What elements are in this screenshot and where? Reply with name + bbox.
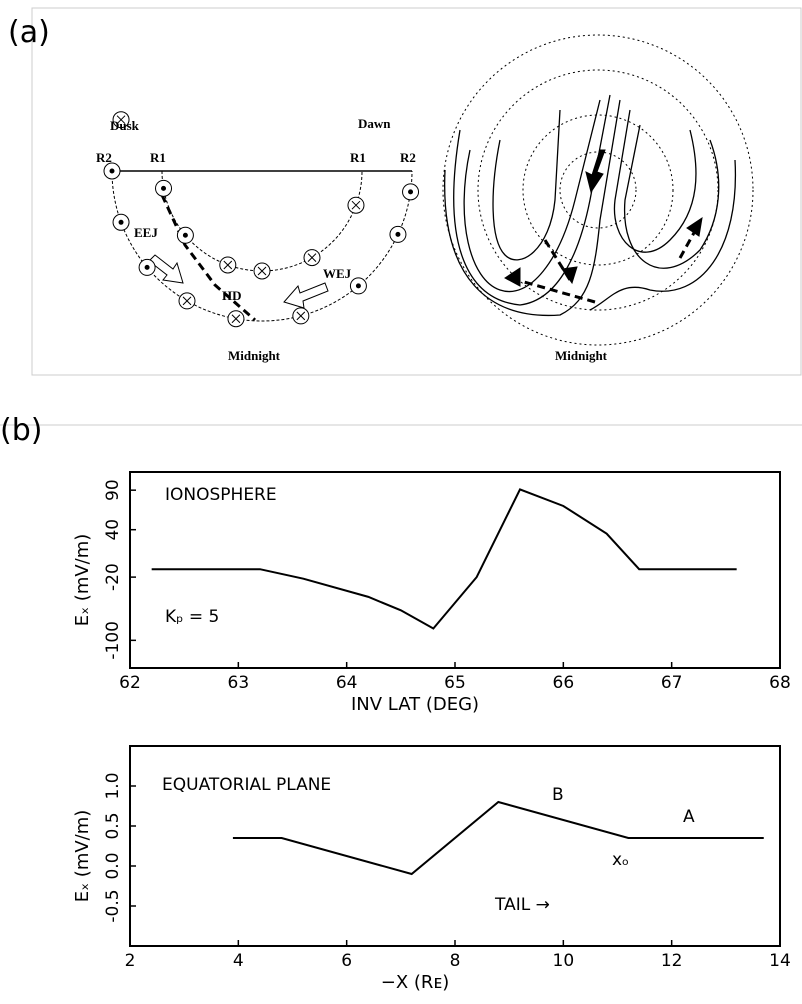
annotation: IONOSPHERE — [165, 485, 277, 505]
diagram-label: R2 — [400, 150, 416, 165]
x-tick-label: 62 — [119, 673, 141, 693]
y-tick-label: -20 — [103, 563, 123, 591]
data-line — [151, 488, 737, 630]
current-cross — [307, 253, 317, 262]
diagram-label: Dawn — [358, 116, 391, 131]
current-cross — [351, 200, 361, 210]
y-tick-label: 1.0 — [103, 772, 123, 799]
diagram-label: Midnight — [555, 348, 608, 363]
current-cross — [182, 296, 192, 306]
panel-label: (a) — [8, 15, 50, 50]
x-tick-label: 12 — [661, 951, 683, 971]
x-tick-label: 66 — [553, 673, 575, 693]
current-dot — [408, 189, 414, 195]
y-tick-label: 90 — [103, 479, 123, 501]
annotation: EQUATORIAL PLANE — [162, 775, 331, 795]
hd-path — [160, 194, 256, 322]
latitude-circle — [522, 114, 674, 266]
current-dot — [355, 283, 361, 289]
current-dot — [109, 168, 115, 174]
panel-label: (b) — [0, 413, 42, 448]
latitude-circle — [559, 151, 637, 229]
current-cross — [116, 115, 126, 125]
current-cross — [296, 311, 306, 321]
y-tick-label: -100 — [103, 621, 123, 660]
diagram-label: Dusk — [110, 118, 140, 133]
x-tick-label: 65 — [444, 673, 466, 693]
flow-arrow — [585, 149, 606, 194]
diagram-label: R2 — [96, 150, 112, 165]
current-dot — [144, 264, 150, 270]
x-tick-label: 68 — [769, 673, 791, 693]
x-axis-label: INV LAT (DEG) — [351, 694, 479, 715]
diagram-label: Midnight — [228, 348, 281, 363]
current-dot — [395, 231, 401, 237]
current-cross — [231, 314, 241, 324]
diagram-label: R1 — [150, 150, 166, 165]
data-line — [232, 800, 764, 876]
x-tick-label: 6 — [341, 951, 352, 971]
annotation: A — [683, 807, 695, 827]
r2-arc — [111, 170, 413, 322]
annotation: xₒ — [612, 850, 629, 870]
flow-line — [623, 124, 720, 269]
y-tick-label: -0.5 — [103, 889, 123, 922]
flow-line — [613, 109, 697, 253]
annotation: Kₚ = 5 — [165, 607, 219, 627]
y-tick-label: 40 — [103, 519, 123, 541]
x-tick-label: 4 — [233, 951, 244, 971]
latitude-circle — [477, 69, 719, 311]
current-dot — [118, 219, 124, 225]
diagram-label: EEJ — [134, 225, 158, 240]
wej-arrow — [283, 282, 329, 309]
x-tick-label: 63 — [228, 673, 250, 693]
diagram — [103, 34, 754, 346]
x-tick-label: 64 — [336, 673, 358, 693]
diagram-label: R1 — [350, 150, 366, 165]
diagram-label: HD — [222, 288, 242, 303]
y-axis-label: Eₓ (mV/m) — [72, 534, 93, 627]
hd-path — [678, 221, 702, 259]
x-tick-label: 2 — [125, 951, 136, 971]
annotation: TAIL → — [494, 895, 550, 915]
current-cross — [223, 260, 233, 270]
x-tick-label: 67 — [661, 673, 683, 693]
flow-line — [453, 94, 611, 306]
y-tick-label: 0.5 — [103, 812, 123, 839]
x-tick-label: 10 — [553, 951, 575, 971]
latitude-circle — [442, 34, 754, 346]
hd-path — [509, 276, 596, 304]
y-axis-label: Eₓ (mV/m) — [72, 810, 93, 903]
annotation: B — [552, 785, 564, 805]
x-tick-label: 8 — [450, 951, 461, 971]
x-axis-label: −X (Rᴇ) — [381, 972, 450, 993]
flow-line — [444, 99, 621, 317]
flow-line — [589, 159, 737, 311]
flow-line — [492, 109, 561, 261]
flow-arrow — [504, 216, 703, 287]
diagram-label: WEJ — [323, 266, 352, 281]
current-dot — [161, 185, 167, 191]
flow-line — [463, 99, 601, 293]
panel-a-frame — [31, 7, 802, 376]
x-tick-label: 14 — [769, 951, 791, 971]
y-tick-label: 0.0 — [103, 852, 123, 879]
current-cross — [257, 266, 267, 276]
current-dot — [182, 232, 188, 238]
